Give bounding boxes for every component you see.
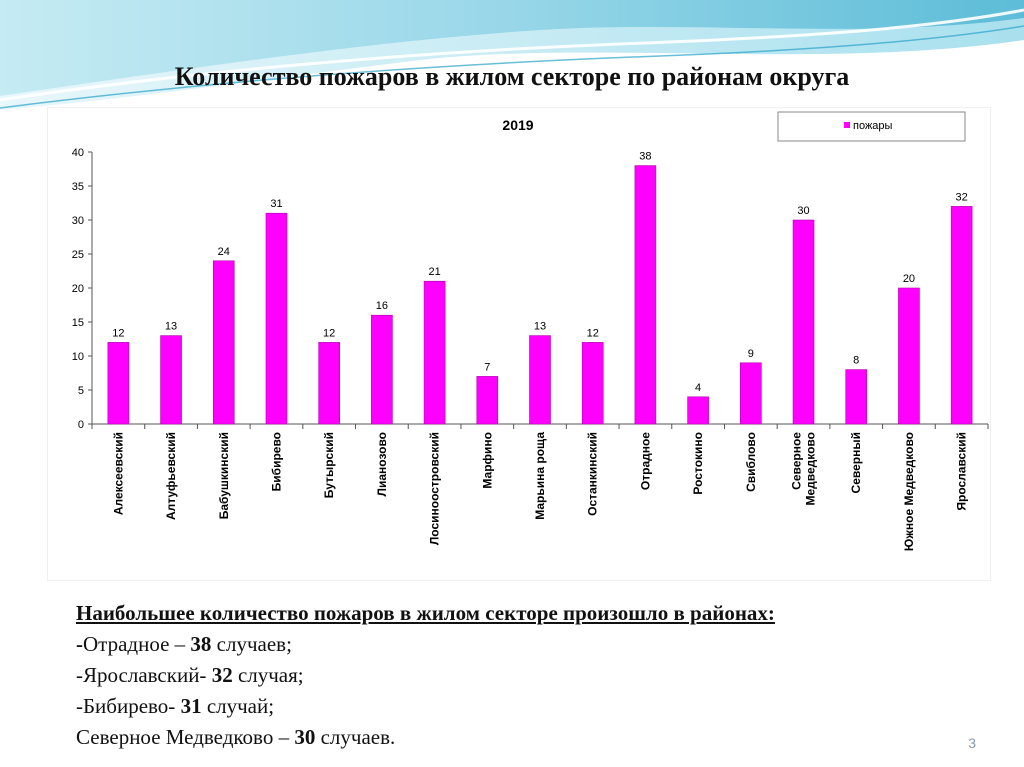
bar-value-label: 7 [484,361,490,373]
x-category-label: Ярославский [955,432,969,511]
summary-line-suffix: случая; [232,663,304,687]
bar [107,342,130,425]
bar [371,314,393,425]
bar-value-label: 12 [323,327,335,339]
summary-line-count: 32 [211,663,233,687]
bar-value-label: 13 [165,321,177,333]
x-category-label: Лосиноостровский [428,432,442,545]
y-tick-label: 40 [72,147,84,159]
x-category-label: Алексеевский [111,432,125,515]
summary-line: Северное Медведково – 30 случаев. [76,722,976,753]
bar [898,287,920,425]
x-category-label: Марьина роща [533,432,547,520]
y-tick-label: 5 [78,385,84,397]
summary-line-count: 30 [294,725,316,749]
summary-line-suffix: случаев. [315,725,396,749]
bar [950,206,973,425]
legend-label: пожары [853,120,893,132]
x-category-label: Северное [790,432,804,490]
x-category-label: Марфино [480,432,494,489]
bar [265,212,288,425]
bar-value-label: 32 [956,191,968,203]
bar [581,342,604,425]
summary-line-count: 38 [190,632,212,656]
bar [423,280,446,425]
y-tick-label: 30 [72,215,84,227]
legend-swatch [844,122,850,128]
bar-value-label: 12 [112,327,124,339]
x-category-label: Южное Медведково [902,432,916,551]
bar [845,369,868,425]
bar-value-label: 30 [797,205,809,217]
bar-value-label: 31 [270,198,282,210]
chart-area: 2019 пожары 0 5 10 15 20 25 30 35 40 12 Алексеевский… [48,108,990,580]
summary-line-suffix: случай; [201,694,275,718]
slide-title: Количество пожаров в жилом секторе по ра… [174,62,850,91]
bar [634,165,657,425]
bar-value-label: 38 [639,151,651,163]
x-category-label: Ростокино [691,432,705,495]
summary-line-prefix: - [76,632,83,656]
x-category-label: Свиблово [744,432,758,492]
bar [318,342,340,425]
bar [740,362,762,425]
y-tick-label: 25 [72,249,84,261]
x-category-label: Алтуфьевский [164,432,178,520]
bar [687,396,709,425]
x-category-label: Бибирево [269,432,283,491]
summary-line-name: Северное Медведково – [76,725,295,749]
bar-value-label: 8 [853,355,859,367]
summary-heading: Наибольшее количество пожаров в жилом се… [76,601,775,625]
summary-line: -Бибирево- 31 случай; [76,691,976,722]
bar-value-label: 24 [218,246,230,258]
x-category-label: Бутырский [322,432,336,498]
bar-value-label: 20 [903,273,915,285]
y-tick-label: 35 [72,181,84,193]
summary-block: Наибольшее количество пожаров в жилом се… [76,598,976,753]
summary-line: -Отрадное – 38 случаев; [76,629,976,660]
chart-title: 2019 [502,117,533,133]
x-category-label: Северный [849,432,863,493]
y-tick-label: 10 [72,351,84,363]
summary-line-name: Отрадное – [83,632,191,656]
bar [476,376,499,425]
bar-value-label: 13 [534,321,546,333]
x-category-label: Бабушкинский [217,432,231,519]
x-category-label: Останкинский [586,432,600,516]
page-number: 3 [968,735,976,751]
bar-value-label: 21 [428,266,440,278]
summary-line: -Ярославский- 32 случая; [76,660,976,691]
bar-value-label: 12 [587,327,599,339]
summary-line-name: -Бибирево- [76,694,181,718]
bar-chart: 2019 пожары 0 5 10 15 20 25 30 35 40 12 Алексеевский… [72,111,989,551]
summary-line-name: -Ярославский- [76,663,212,687]
legend-box [777,111,966,142]
y-tick-label: 15 [72,317,84,329]
decorative-wave-header [0,0,1024,110]
bar-value-label: 9 [748,348,754,360]
x-category-label: Медведково [804,432,818,506]
summary-line-count: 31 [180,694,202,718]
bar [529,335,551,425]
bar [212,260,235,425]
bar [160,335,182,425]
y-tick-label: 0 [78,419,84,431]
bar [792,219,815,425]
x-category-label: Отрадное [638,432,652,490]
summary-line-suffix: случаев; [211,632,292,656]
x-category-label: Лианозово [375,432,389,496]
y-tick-label: 20 [72,283,84,295]
bar-value-label: 16 [376,300,388,312]
bar-value-label: 4 [695,382,701,394]
